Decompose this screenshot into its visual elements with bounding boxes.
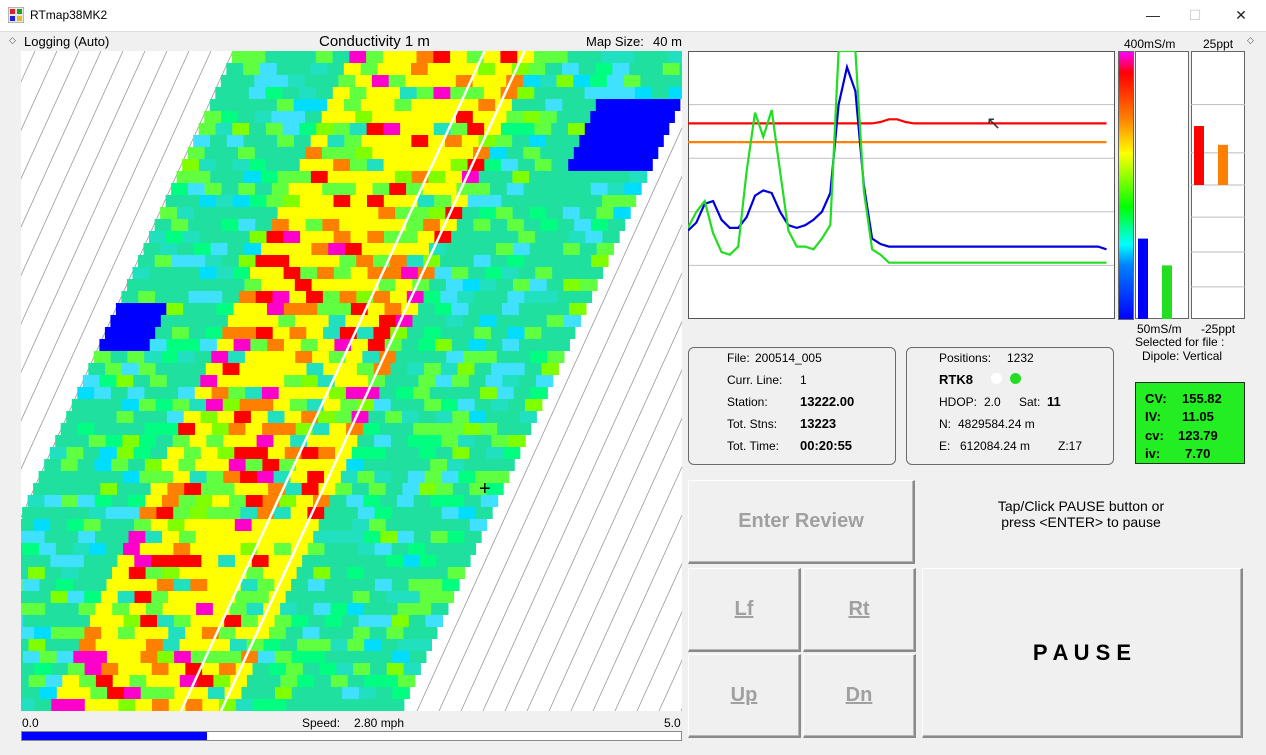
speed-min: 0.0 bbox=[22, 716, 39, 730]
app-icon bbox=[8, 7, 24, 23]
logging-mode: Logging (Auto) bbox=[24, 34, 110, 49]
left-button-label: Lf bbox=[734, 598, 754, 620]
line-value: 1 bbox=[800, 373, 807, 387]
pause-button[interactable]: P A U S E bbox=[922, 568, 1243, 738]
ppt-bars bbox=[1191, 51, 1245, 319]
station-label: Station: bbox=[727, 395, 768, 409]
close-button[interactable]: ✕ bbox=[1235, 7, 1247, 23]
map-title: Conductivity 1 m bbox=[319, 33, 430, 50]
right-button[interactable]: Rt bbox=[803, 568, 916, 652]
map-size-label: Map Size: bbox=[586, 34, 644, 49]
chart-frame bbox=[688, 51, 1115, 319]
speed-label: Speed: bbox=[302, 716, 341, 730]
east-value: 612084.24 m bbox=[960, 439, 1031, 453]
pause-hint-line1: Tap/Click PAUSE button or bbox=[997, 498, 1165, 514]
left-button[interactable]: Lf bbox=[688, 568, 801, 652]
speed-value: 2.80 mph bbox=[354, 716, 405, 730]
speed-max: 5.0 bbox=[664, 716, 681, 730]
sat-label: Sat: bbox=[1019, 395, 1041, 409]
speed-bar bbox=[21, 731, 682, 741]
ppt-scale-max: 25ppt bbox=[1203, 37, 1234, 51]
iv-lower-value: 7.70 bbox=[1185, 446, 1211, 461]
ppt-scale-min: -25ppt bbox=[1201, 322, 1236, 336]
iv-label: IV: bbox=[1145, 409, 1161, 424]
window-title: RTmap38MK2 bbox=[30, 8, 108, 22]
iv-lower-label: iv: bbox=[1145, 446, 1161, 461]
file-label: File: bbox=[727, 351, 750, 365]
down-button[interactable]: Dn bbox=[803, 654, 916, 738]
chart-series-line bbox=[688, 63, 1107, 251]
map-size-value: 40 m bbox=[653, 34, 682, 49]
sat-value: 11 bbox=[1047, 394, 1061, 409]
speed-bar-fill bbox=[22, 732, 207, 740]
gps-fix-icon bbox=[1010, 373, 1021, 384]
conductivity-data-strip bbox=[21, 51, 682, 711]
value-readout bbox=[1135, 382, 1245, 464]
selected-label: Selected for file : bbox=[1135, 335, 1225, 349]
tot-stns-value: 13223 bbox=[800, 416, 837, 431]
chart-series-line bbox=[688, 51, 1107, 264]
right-button-label: Rt bbox=[848, 598, 870, 620]
down-button-label: Dn bbox=[845, 684, 873, 706]
cv-value: 155.82 bbox=[1182, 391, 1222, 406]
cond-bar-green bbox=[1162, 265, 1172, 319]
up-button-label: Up bbox=[730, 684, 758, 706]
line-label: Curr. Line: bbox=[727, 373, 783, 387]
color-scale-bar bbox=[1118, 51, 1134, 320]
ppt-bar-orange bbox=[1218, 144, 1228, 185]
title-divider bbox=[0, 31, 1266, 32]
cv-lower-value: 123.79 bbox=[1178, 428, 1218, 443]
station-value: 13222.00 bbox=[800, 394, 855, 409]
mouse-pointer-icon: ↖ bbox=[986, 113, 1001, 134]
corner-marker-icon: ◇ bbox=[1247, 35, 1254, 45]
gps-mode: RTK8 bbox=[939, 372, 973, 387]
gps-status-icon bbox=[991, 373, 1002, 384]
tot-time-label: Tot. Time: bbox=[727, 439, 780, 453]
file-value: 200514_005 bbox=[755, 351, 822, 365]
cond-bar-blue bbox=[1138, 238, 1148, 319]
enter-review-button[interactable]: Enter Review bbox=[688, 480, 915, 564]
chart-grid bbox=[689, 104, 1114, 266]
maximize-button[interactable]: ☐ bbox=[1188, 7, 1202, 23]
gps-panel bbox=[906, 347, 1114, 465]
cv-label: CV: bbox=[1145, 391, 1167, 406]
pause-hint-line2: press <ENTER> to pause bbox=[1001, 514, 1161, 530]
north-value: 4829584.24 m bbox=[958, 417, 1035, 431]
hdop-label: HDOP: bbox=[939, 395, 978, 409]
zone-value: Z:17 bbox=[1058, 439, 1083, 453]
cond-scale-max: 400mS/m bbox=[1124, 37, 1176, 51]
conductivity-map[interactable]: + bbox=[21, 51, 682, 711]
conductivity-bars bbox=[1135, 51, 1189, 319]
file-info-panel bbox=[688, 347, 896, 465]
dipole-label: Dipole: Vertical bbox=[1142, 349, 1223, 363]
positions-value: 1232 bbox=[1007, 351, 1034, 365]
title-bar bbox=[0, 0, 1266, 31]
tot-time-value: 00:20:55 bbox=[800, 438, 853, 453]
ppt-bar-red bbox=[1194, 126, 1204, 185]
tot-stns-label: Tot. Stns: bbox=[727, 417, 778, 431]
iv-value: 11.05 bbox=[1182, 409, 1214, 424]
minimize-button[interactable]: — bbox=[1146, 7, 1160, 23]
pause-hint: Tap/Click PAUSE button or press <ENTER> … bbox=[922, 498, 1240, 530]
positions-label: Positions: bbox=[939, 351, 992, 365]
trace-chart: ↖ bbox=[688, 51, 1115, 319]
up-button[interactable]: Up bbox=[688, 654, 801, 738]
hdop-value: 2.0 bbox=[984, 395, 1001, 409]
corner-marker-icon: ◇ bbox=[9, 35, 16, 45]
cond-scale-min: 50mS/m bbox=[1137, 322, 1182, 336]
map-cursor-crosshair-icon: + bbox=[479, 478, 491, 500]
cv-lower-label: cv: bbox=[1145, 428, 1164, 443]
north-label: N: bbox=[939, 417, 951, 431]
east-label: E: bbox=[939, 439, 951, 453]
